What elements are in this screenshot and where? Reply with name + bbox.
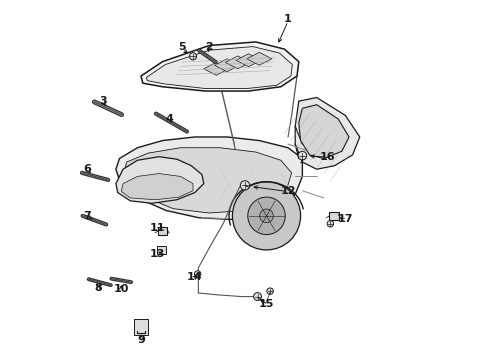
Text: 5: 5 [178, 42, 186, 52]
Polygon shape [215, 59, 240, 72]
FancyBboxPatch shape [157, 246, 167, 253]
Polygon shape [247, 52, 272, 65]
Circle shape [240, 181, 250, 190]
Polygon shape [116, 137, 302, 220]
Circle shape [195, 271, 201, 277]
Circle shape [232, 182, 300, 250]
Text: 9: 9 [137, 334, 145, 345]
FancyBboxPatch shape [329, 212, 339, 220]
Circle shape [248, 197, 285, 235]
Polygon shape [122, 174, 193, 200]
Polygon shape [125, 148, 292, 213]
Text: 13: 13 [149, 248, 165, 258]
Circle shape [267, 288, 273, 294]
Circle shape [260, 209, 273, 223]
Text: 10: 10 [114, 284, 129, 294]
FancyBboxPatch shape [134, 319, 148, 334]
Text: 17: 17 [338, 215, 353, 224]
Circle shape [190, 53, 196, 60]
Text: 15: 15 [259, 299, 274, 309]
Circle shape [327, 221, 334, 227]
Polygon shape [116, 157, 204, 203]
Text: 3: 3 [99, 96, 107, 106]
Text: 12: 12 [280, 186, 296, 196]
Polygon shape [141, 42, 299, 91]
FancyBboxPatch shape [158, 226, 168, 235]
Text: 8: 8 [94, 283, 102, 293]
Polygon shape [295, 98, 360, 169]
Polygon shape [236, 54, 261, 67]
Text: 7: 7 [83, 211, 91, 221]
Polygon shape [299, 105, 349, 158]
Polygon shape [147, 46, 293, 89]
Text: 1: 1 [284, 14, 292, 24]
Text: 6: 6 [83, 164, 91, 174]
Text: 14: 14 [187, 272, 202, 282]
Text: 16: 16 [319, 152, 335, 162]
Polygon shape [225, 56, 250, 69]
Circle shape [254, 293, 262, 301]
Polygon shape [204, 62, 229, 75]
Text: 11: 11 [149, 224, 165, 233]
Text: 4: 4 [166, 114, 173, 124]
Circle shape [298, 151, 307, 160]
Text: 2: 2 [205, 42, 213, 52]
